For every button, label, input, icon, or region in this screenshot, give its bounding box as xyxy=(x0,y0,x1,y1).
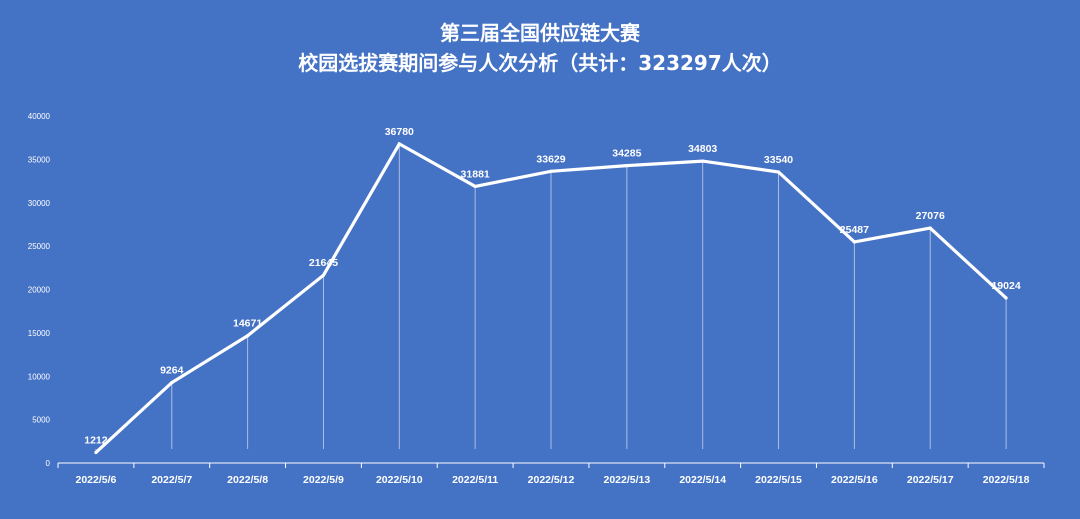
y-tick-label: 5000 xyxy=(32,416,50,425)
data-point xyxy=(246,334,250,338)
data-label: 27076 xyxy=(916,210,945,222)
x-tick-label: 2022/5/15 xyxy=(755,474,802,486)
data-point xyxy=(776,170,781,174)
chart-title: 第三届全国供应链大赛 校园选拔赛期间参与人次分析（共计：323297人次） xyxy=(0,18,1080,78)
data-point xyxy=(549,169,553,173)
data-point xyxy=(94,450,98,455)
x-tick-label: 2022/5/12 xyxy=(528,474,575,486)
data-point xyxy=(1004,296,1008,300)
data-label: 25487 xyxy=(840,224,869,236)
x-tick-label: 2022/5/10 xyxy=(376,474,423,486)
data-point xyxy=(701,159,705,163)
x-tick-label: 2022/5/18 xyxy=(983,474,1030,486)
x-axis: 2022/5/6 2022/5/7 2022/5/8 2022/5/9 2022/5/1… xyxy=(57,463,1045,486)
data-label: 36780 xyxy=(385,126,414,138)
x-tick-label: 2022/5/16 xyxy=(831,474,878,486)
x-tick-label: 2022/5/14 xyxy=(679,474,726,486)
data-label: 33540 xyxy=(764,154,793,166)
data-label: 19024 xyxy=(991,280,1020,292)
x-tick-label: 2022/5/7 xyxy=(151,474,192,486)
y-tick-label: 20000 xyxy=(28,286,51,295)
data-point xyxy=(928,226,932,230)
chart-title-line-1: 第三届全国供应链大赛 xyxy=(440,21,640,45)
x-tick-label: 2022/5/11 xyxy=(452,474,498,486)
data-point xyxy=(170,381,174,385)
y-axis: 0 5000 10000 15000 20000 25000 30000 35000 40000 xyxy=(28,112,51,468)
data-labels: 1212 9264 14671 21645 36780 31881 33629 34285 34… xyxy=(84,126,1021,447)
y-tick-label: 25000 xyxy=(28,242,51,251)
chart-title-line-2: 校园选拔赛期间参与人次分析（共计：323297人次） xyxy=(298,51,782,75)
data-label: 31881 xyxy=(461,168,490,180)
x-tick-label: 2022/5/8 xyxy=(227,474,268,486)
data-label: 34285 xyxy=(612,148,641,160)
y-tick-label: 30000 xyxy=(28,199,51,208)
data-label: 33629 xyxy=(536,153,565,165)
data-label: 1212 xyxy=(84,434,108,446)
y-tick-label: 15000 xyxy=(28,329,51,338)
x-tick-label: 2022/5/17 xyxy=(907,474,954,486)
data-label: 9264 xyxy=(160,365,184,377)
data-label: 34803 xyxy=(688,143,717,155)
data-point xyxy=(625,163,629,168)
data-label: 21645 xyxy=(309,257,338,269)
data-point xyxy=(852,240,856,244)
x-tick-label: 2022/5/6 xyxy=(75,474,116,486)
data-point xyxy=(321,273,326,277)
data-point xyxy=(473,184,477,189)
data-label: 14671 xyxy=(233,318,262,330)
drop-lines xyxy=(95,143,1007,453)
y-tick-label: 0 xyxy=(46,459,51,468)
data-point xyxy=(397,142,401,146)
y-tick-label: 10000 xyxy=(28,372,51,381)
x-tick-label: 2022/5/9 xyxy=(303,474,344,486)
x-tick-label: 2022/5/13 xyxy=(603,474,650,486)
series-line xyxy=(94,141,1008,455)
y-tick-label: 35000 xyxy=(28,155,51,164)
y-tick-label: 40000 xyxy=(28,112,51,121)
